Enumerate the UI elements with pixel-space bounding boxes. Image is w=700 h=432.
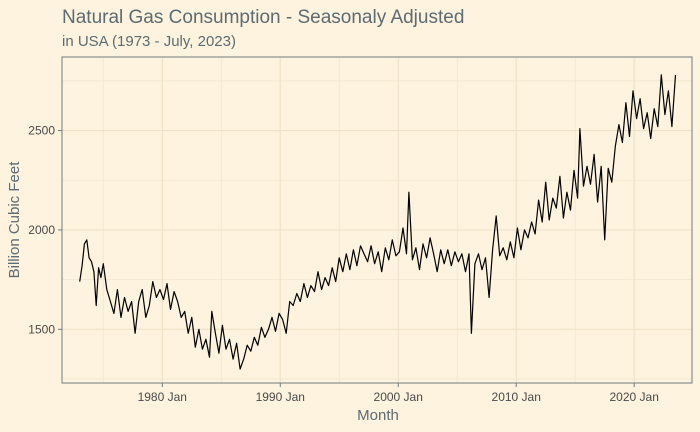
x-tick-label: 1980 Jan xyxy=(138,390,187,404)
x-tick-label: 2020 Jan xyxy=(609,390,658,404)
x-tick-label: 1990 Jan xyxy=(256,390,305,404)
y-tick-label: 2500 xyxy=(28,124,55,138)
series-layer xyxy=(79,74,677,370)
x-axis-title: Month xyxy=(357,407,399,424)
y-tick-label: 1500 xyxy=(28,322,55,336)
chart-title: Natural Gas Consumption - Seasonaly Adju… xyxy=(62,7,464,28)
y-tick-label: 2000 xyxy=(28,223,55,237)
grid-lines xyxy=(62,57,692,383)
x-tick-label: 2000 Jan xyxy=(374,390,423,404)
series-line xyxy=(79,74,677,370)
x-tick-label: 2010 Jan xyxy=(492,390,541,404)
axis-ticks: 1500 2000 2500 1980 Jan 1990 Jan 2000 Jan 2010… xyxy=(28,124,659,404)
chart-subtitle: in USA (1973 - July, 2023) xyxy=(62,33,236,50)
y-axis-title: Billion Cubic Feet xyxy=(6,161,23,279)
plot-frame xyxy=(61,56,693,384)
